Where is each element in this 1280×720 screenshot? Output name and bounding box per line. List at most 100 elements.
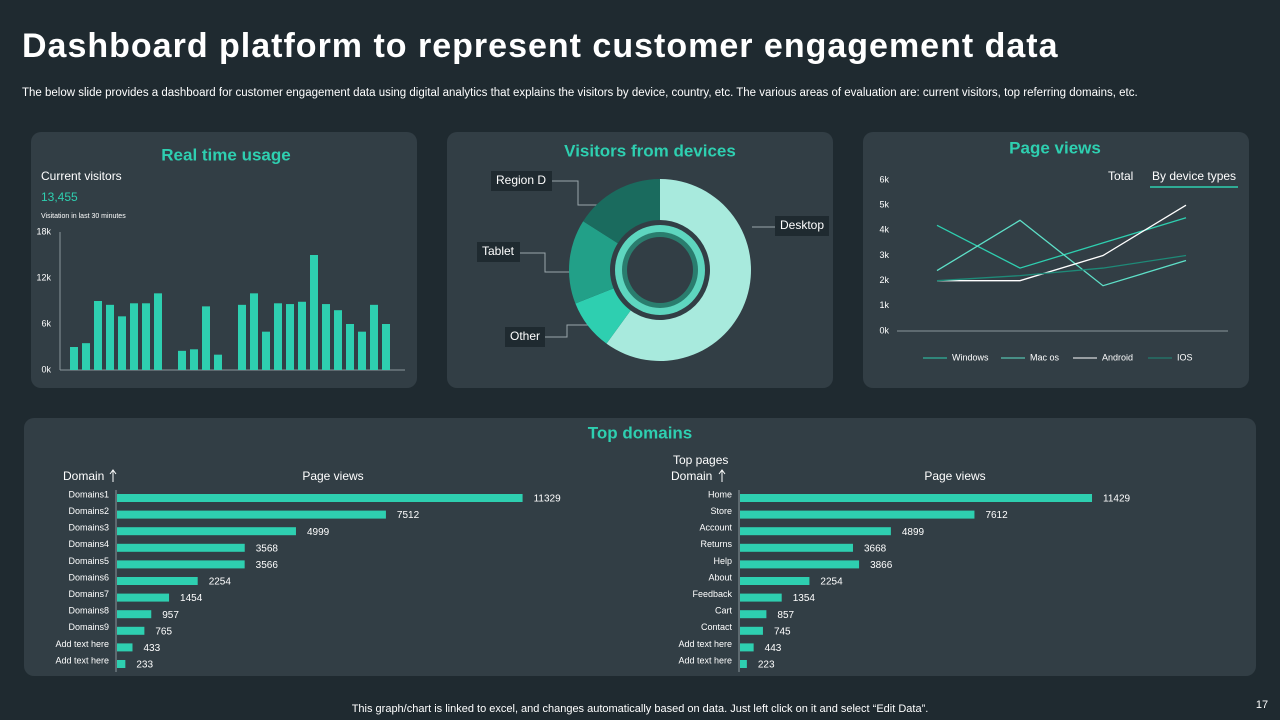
metric-note: Visitation in last 30 minutes xyxy=(41,213,126,220)
y-tick-label: 1k xyxy=(879,300,889,310)
page-title: Dashboard platform to represent customer… xyxy=(22,27,1059,65)
value-label: 2254 xyxy=(820,577,843,588)
section-title: Top domains xyxy=(588,423,693,442)
bar xyxy=(740,543,853,552)
category-label: Account xyxy=(699,523,732,533)
category-label: Add text here xyxy=(678,639,732,649)
bar xyxy=(82,343,90,370)
category-label: Domains8 xyxy=(68,606,109,616)
donut-slice xyxy=(575,288,631,344)
label-box xyxy=(491,171,552,191)
legend-label: Mac os xyxy=(1030,352,1060,362)
panel-title: Page views xyxy=(1009,138,1101,157)
y-tick-label: 12k xyxy=(36,272,51,282)
bar xyxy=(310,255,318,370)
bar xyxy=(740,494,1093,502)
bar xyxy=(370,304,378,370)
bar xyxy=(274,303,282,370)
bar xyxy=(117,494,523,502)
value-label: 7612 xyxy=(985,510,1008,521)
slice-label: Desktop xyxy=(780,218,824,232)
category-label: Domains1 xyxy=(68,489,109,499)
legend-label: Windows xyxy=(952,352,989,362)
bar xyxy=(740,527,891,536)
bar xyxy=(70,347,78,370)
bar xyxy=(322,304,330,370)
bar xyxy=(178,350,186,370)
value-label: 443 xyxy=(765,643,782,654)
page-number: 17 xyxy=(1256,699,1268,711)
panel xyxy=(31,132,417,388)
value-label: 223 xyxy=(758,660,775,671)
label-box xyxy=(775,216,829,236)
y-tick-label: 5k xyxy=(879,200,889,210)
donut-slice xyxy=(569,221,618,304)
bar xyxy=(250,293,258,370)
y-tick-label: 18k xyxy=(36,226,51,236)
bar xyxy=(117,593,170,602)
donut-slice xyxy=(583,179,660,244)
bar xyxy=(334,310,342,370)
bar xyxy=(190,349,198,370)
category-label: Add text here xyxy=(55,655,109,665)
line xyxy=(936,254,1187,282)
category-label: Help xyxy=(713,556,732,566)
bar xyxy=(117,560,245,569)
category-label: Domains6 xyxy=(68,572,109,582)
y-tick-label: 6k xyxy=(879,174,889,184)
category-label: Domains3 xyxy=(68,523,109,533)
category-label: Domains2 xyxy=(68,506,109,516)
y-tick-label: 2k xyxy=(879,275,889,285)
bar xyxy=(740,560,860,569)
value-label: 3866 xyxy=(870,560,893,571)
leader-line xyxy=(552,180,600,206)
value-label: 4899 xyxy=(902,527,925,538)
toggle[interactable]: By device types xyxy=(1152,169,1236,183)
value-label: 3568 xyxy=(256,543,279,554)
bar xyxy=(346,324,354,370)
bar xyxy=(740,626,763,635)
category-label: Store xyxy=(710,506,732,516)
column-header: Domain xyxy=(671,469,712,483)
subtitle: The below slide provides a dashboard for… xyxy=(22,87,1138,99)
legend-label: Android xyxy=(1102,352,1133,362)
y-tick-label: 6k xyxy=(41,318,51,328)
value-label: 745 xyxy=(774,626,791,637)
bar xyxy=(214,354,222,370)
value-label: 957 xyxy=(162,610,179,621)
category-label: Domains4 xyxy=(68,539,109,549)
toggle[interactable]: Total xyxy=(1108,169,1133,183)
column-header: Domain xyxy=(63,469,104,483)
panel-title: Visitors from devices xyxy=(564,141,736,160)
panel-title: Real time usage xyxy=(161,145,290,164)
category-label: Returns xyxy=(700,539,732,549)
bar xyxy=(740,510,975,519)
value-label: 233 xyxy=(136,660,153,671)
category-label: Add text here xyxy=(678,655,732,665)
panel xyxy=(863,132,1249,388)
metric-value: 13,455 xyxy=(41,190,78,204)
bar xyxy=(740,577,810,585)
value-label: 1354 xyxy=(793,593,816,604)
bar xyxy=(740,643,754,652)
value-label: 765 xyxy=(155,626,172,637)
slice-label: Other xyxy=(510,329,540,343)
panel xyxy=(24,418,1256,676)
bar xyxy=(286,304,294,370)
bar xyxy=(238,304,246,370)
sort-icon xyxy=(718,469,726,482)
y-tick-label: 3k xyxy=(879,250,889,260)
value-label: 2254 xyxy=(209,577,232,588)
category-label: Cart xyxy=(715,606,733,616)
value-label: 433 xyxy=(144,643,161,654)
bar xyxy=(382,324,390,370)
bar xyxy=(740,660,747,668)
bar xyxy=(106,304,114,370)
slice-label: Region D xyxy=(496,173,546,187)
y-tick-label: 0k xyxy=(41,364,51,374)
bar xyxy=(117,543,245,552)
value-label: 1454 xyxy=(180,593,203,604)
bar xyxy=(117,610,152,619)
bar xyxy=(117,527,296,536)
